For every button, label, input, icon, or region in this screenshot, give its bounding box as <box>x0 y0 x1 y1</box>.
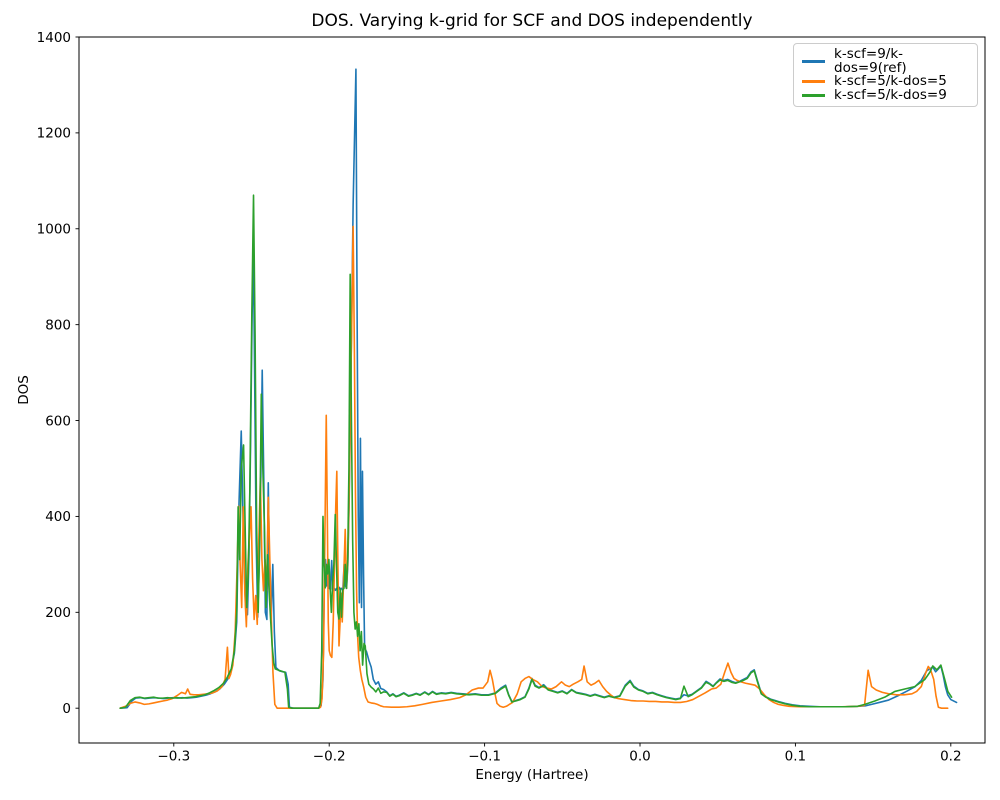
x-tick-label: 0.0 <box>629 749 650 765</box>
x-axis-label: Energy (Hartree) <box>475 767 589 783</box>
y-tick-label: 1000 <box>37 222 71 238</box>
legend-label: k-scf=9/k-dos=9(ref) <box>834 46 907 76</box>
legend: k-scf=9/k-dos=9(ref) k-scf=5/k-dos=5 k-s… <box>793 43 978 107</box>
axes-frame <box>78 36 986 744</box>
x-tick-label: −0.2 <box>313 749 346 765</box>
y-tick-label: 1400 <box>37 30 71 46</box>
legend-entry: k-scf=5/k-dos=9 <box>802 86 969 103</box>
x-tick-label: 0.2 <box>940 749 961 765</box>
y-tick-label: 800 <box>45 317 71 333</box>
legend-label: k-scf=5/k-dos=9 <box>834 86 947 103</box>
y-axis-label: DOS <box>16 375 32 405</box>
y-tick-label: 0 <box>62 701 71 717</box>
y-tick-label: 1200 <box>37 126 71 142</box>
x-tick-label: 0.1 <box>785 749 806 765</box>
chart-title: DOS. Varying k-grid for SCF and DOS inde… <box>311 11 753 31</box>
y-tick-label: 600 <box>45 413 71 429</box>
legend-line-swatch <box>802 80 825 84</box>
legend-line-swatch <box>802 60 825 63</box>
legend-entry: k-scf=5/k-dos=5 <box>802 73 969 89</box>
legend-label: k-scf=5/k-dos=5 <box>834 73 947 89</box>
y-tick-label: 200 <box>45 605 71 621</box>
y-tick-label: 400 <box>45 509 71 525</box>
x-tick-label: −0.3 <box>157 749 190 765</box>
legend-entry: k-scf=9/k-dos=9(ref) <box>802 46 969 76</box>
legend-line-swatch <box>802 93 825 97</box>
x-tick-label: −0.1 <box>468 749 501 765</box>
series-line-3 <box>119 194 953 709</box>
